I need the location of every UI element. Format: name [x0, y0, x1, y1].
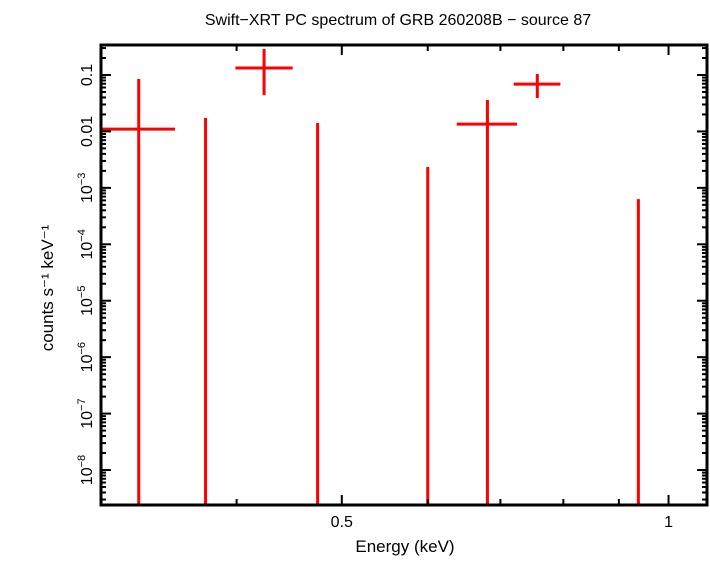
y-tick-label: 10−7 — [76, 398, 96, 428]
x-axis-label: Energy (keV) — [355, 537, 454, 556]
y-tick-label: 0.1 — [79, 64, 96, 86]
chart-title: Swift−XRT PC spectrum of GRB 260208B − s… — [205, 12, 591, 29]
y-tick-label: 10−4 — [76, 229, 96, 259]
y-tick-label: 10−8 — [76, 455, 96, 485]
data-point-6 — [513, 74, 561, 99]
x-tick-label: 1 — [664, 514, 673, 531]
x-tick-label: 0.5 — [331, 514, 353, 531]
plot-frame — [99, 43, 709, 507]
y-tick-label: 10−3 — [76, 173, 96, 203]
data-point-0 — [101, 78, 176, 505]
data-point-2 — [235, 48, 293, 96]
y-tick-label: 0.01 — [79, 116, 96, 147]
y-axis-label: counts s⁻¹ keV⁻¹ — [38, 224, 57, 351]
y-tick-label: 10−6 — [76, 342, 96, 372]
y-tick-label: 10−5 — [76, 286, 96, 316]
data-point-5 — [456, 100, 517, 505]
